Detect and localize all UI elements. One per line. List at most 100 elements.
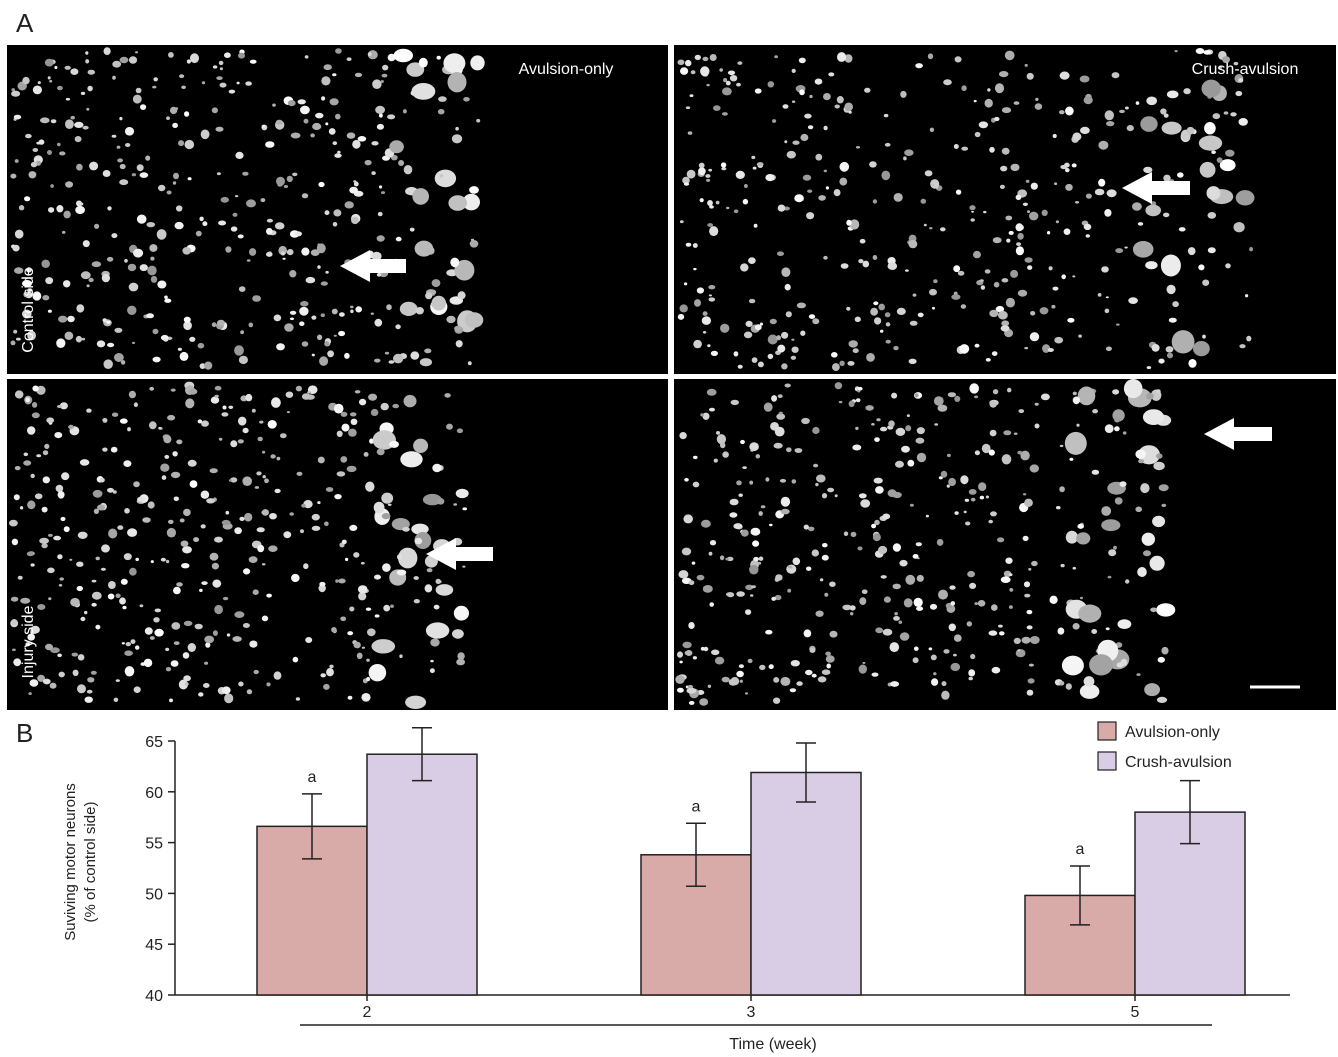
cell bbox=[882, 514, 890, 520]
cell bbox=[886, 340, 891, 344]
cell bbox=[730, 499, 739, 506]
cell bbox=[176, 205, 182, 211]
cell bbox=[24, 453, 29, 457]
cell bbox=[684, 282, 687, 285]
cell bbox=[1172, 330, 1195, 353]
cell bbox=[961, 304, 966, 309]
cell bbox=[706, 179, 710, 182]
cell bbox=[222, 520, 231, 525]
cell bbox=[355, 306, 362, 312]
cell bbox=[933, 672, 936, 675]
cell bbox=[994, 282, 1000, 288]
cell bbox=[63, 211, 70, 219]
cell bbox=[1053, 134, 1057, 138]
cell bbox=[182, 546, 192, 553]
cell bbox=[427, 568, 433, 572]
cell bbox=[219, 438, 223, 441]
cell bbox=[770, 319, 777, 324]
cell bbox=[371, 409, 379, 416]
cell bbox=[755, 88, 762, 93]
cell bbox=[974, 396, 978, 399]
cell bbox=[731, 400, 739, 405]
cell bbox=[420, 358, 432, 366]
cell bbox=[736, 480, 742, 485]
cell bbox=[947, 454, 951, 457]
cell bbox=[888, 489, 897, 497]
cell bbox=[954, 144, 959, 149]
cell bbox=[286, 392, 294, 398]
cell bbox=[438, 96, 447, 102]
cell bbox=[1027, 690, 1034, 696]
cell bbox=[703, 413, 710, 420]
cell bbox=[129, 56, 137, 63]
cell bbox=[713, 105, 721, 111]
cell bbox=[227, 633, 230, 636]
cell bbox=[874, 478, 883, 484]
cell bbox=[112, 413, 118, 417]
cell bbox=[1076, 532, 1090, 544]
cell bbox=[62, 231, 66, 234]
cell bbox=[43, 476, 50, 483]
cell bbox=[176, 582, 183, 586]
cell bbox=[72, 653, 79, 657]
cell bbox=[986, 496, 989, 499]
cell bbox=[894, 612, 898, 615]
cell bbox=[36, 454, 41, 457]
cell bbox=[318, 457, 325, 464]
cell bbox=[47, 568, 55, 574]
cell bbox=[140, 604, 144, 607]
cell bbox=[57, 654, 62, 658]
cell bbox=[274, 315, 282, 322]
cell bbox=[725, 558, 728, 561]
cell bbox=[1167, 353, 1173, 359]
cell bbox=[11, 619, 17, 625]
cell bbox=[70, 68, 78, 75]
cell bbox=[691, 70, 696, 74]
cell bbox=[43, 679, 51, 685]
cell bbox=[749, 565, 758, 575]
cell bbox=[1073, 623, 1080, 630]
cell bbox=[687, 170, 696, 179]
cell bbox=[15, 466, 21, 470]
cell bbox=[776, 335, 781, 340]
cell bbox=[1027, 610, 1033, 614]
cell bbox=[783, 104, 789, 109]
cell bbox=[1056, 220, 1059, 223]
cell bbox=[290, 311, 296, 315]
cell bbox=[1177, 172, 1184, 177]
cell bbox=[710, 54, 717, 61]
cell bbox=[1019, 409, 1025, 413]
cell bbox=[19, 205, 24, 210]
cell bbox=[1204, 122, 1216, 134]
cell bbox=[45, 277, 53, 284]
cell bbox=[778, 205, 786, 212]
cell bbox=[203, 683, 210, 688]
cell bbox=[425, 584, 433, 592]
cell bbox=[1143, 550, 1151, 556]
cell bbox=[680, 220, 684, 223]
cell bbox=[1236, 190, 1255, 205]
cell bbox=[45, 644, 53, 650]
cell bbox=[1078, 335, 1082, 338]
cell bbox=[974, 602, 978, 605]
cell bbox=[388, 504, 392, 506]
cell bbox=[990, 430, 997, 437]
cell bbox=[184, 621, 193, 626]
cell bbox=[116, 594, 121, 599]
cell bbox=[448, 72, 467, 92]
cell bbox=[1035, 403, 1039, 406]
cell bbox=[153, 357, 161, 363]
cell bbox=[993, 389, 998, 394]
cell bbox=[910, 504, 914, 507]
cell bbox=[931, 655, 937, 661]
cell bbox=[702, 73, 708, 77]
cell bbox=[915, 63, 923, 68]
cell bbox=[799, 58, 806, 64]
cell bbox=[397, 554, 402, 560]
panel-label: A bbox=[16, 8, 34, 38]
cell bbox=[213, 630, 218, 636]
cell bbox=[368, 52, 372, 56]
cell bbox=[709, 226, 718, 236]
cell bbox=[1092, 409, 1098, 413]
cell bbox=[89, 162, 98, 171]
